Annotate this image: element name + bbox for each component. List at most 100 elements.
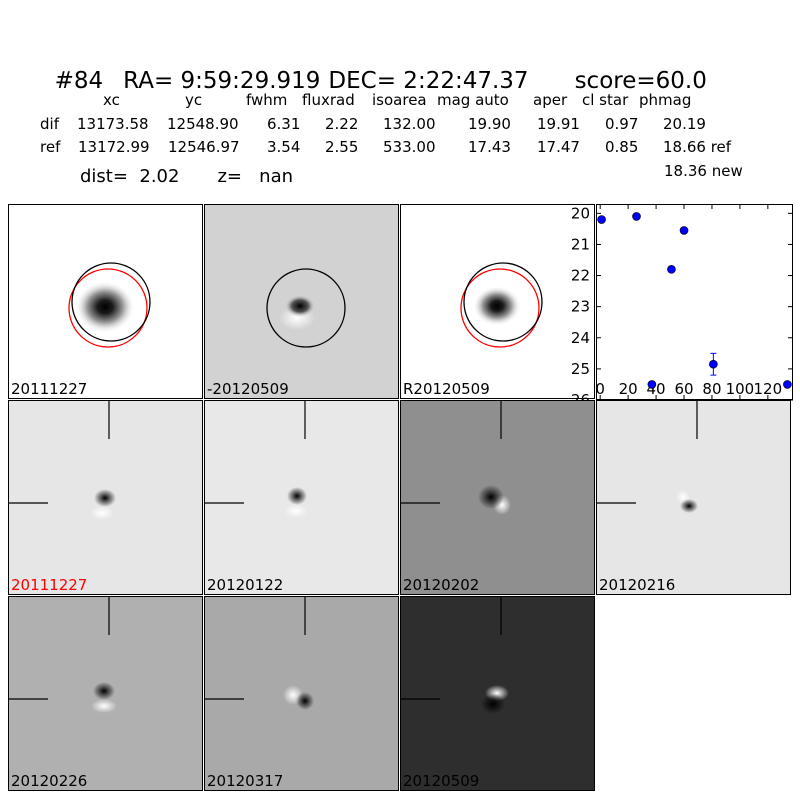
panel-date-label: 20120509: [403, 772, 480, 790]
positive-residual: [284, 504, 308, 518]
red-aperture-circle: [68, 268, 148, 348]
difference-image: [205, 205, 398, 398]
y-tick-label: 23: [571, 298, 590, 316]
col-header-aper: aper: [533, 91, 568, 109]
table-cell: 20.19: [663, 115, 706, 133]
table-cell: 2.55: [325, 138, 359, 156]
col-header-yc: yc: [185, 91, 203, 109]
negative-residual: [478, 485, 504, 509]
table-cell: 17.47: [537, 138, 580, 156]
y-tick-label: 22: [571, 267, 590, 285]
col-header-phmag: phmag: [639, 91, 692, 109]
panel-date-label: -20120509: [207, 380, 289, 398]
negative-residual: [285, 295, 315, 317]
dec-coordinate: DEC= 2:22:47.37: [328, 68, 529, 94]
black-aperture-circle: [71, 262, 151, 342]
col-header-isoarea: isoarea: [372, 91, 427, 109]
table-cell: 2.22: [325, 115, 359, 133]
panel-date-label: R20120509: [403, 380, 490, 398]
x-tick-label: 60: [674, 380, 693, 398]
panel-date-label: 20111227: [11, 380, 88, 398]
row-label-ref: ref: [40, 138, 61, 156]
table-cell: 12548.90: [167, 115, 239, 133]
difference-stamp: [9, 597, 202, 790]
difference-stamp: [205, 401, 398, 594]
panel-date-label: 20120216: [599, 576, 676, 594]
black-aperture-circle: [266, 268, 346, 348]
row-label-dif: dif: [40, 115, 59, 133]
stamp-panel: 20120226: [8, 596, 203, 791]
col-header-xc: xc: [103, 91, 120, 109]
dist-value: dist= 2.02: [80, 166, 180, 187]
score-value: score=60.0: [574, 68, 707, 94]
difference-stamp: [9, 401, 202, 594]
table-cell: 132.00: [383, 115, 436, 133]
y-tick-label: 20: [571, 204, 590, 222]
table-cell: 19.90: [468, 115, 511, 133]
negative-residual: [296, 692, 314, 710]
candidate-title: #84 RA= 9:59:29.919 DEC= 2:22:47.37 score=6…: [40, 42, 707, 94]
negative-residual: [287, 487, 307, 505]
dist-line: dist= 2.02 z= nan: [80, 166, 293, 187]
candidate-id: #84: [54, 68, 104, 94]
table-cell: 3.54: [267, 138, 301, 156]
table-cell: 6.31: [267, 115, 301, 133]
table-cell: 17.43: [468, 138, 511, 156]
table-cell: 19.91: [537, 115, 580, 133]
stamp-panel: 20120509: [400, 596, 595, 791]
negative-residual: [680, 499, 698, 513]
data-point: [647, 380, 657, 389]
x-tick-label: 0: [595, 380, 605, 398]
col-header-mag-auto: mag auto: [437, 91, 509, 109]
redshift-value: z= nan: [217, 166, 294, 187]
plot-frame: [596, 204, 793, 400]
difference-stamp: [597, 401, 790, 594]
col-header-fwhm: fwhm: [246, 91, 288, 109]
source-blob: [473, 286, 521, 326]
data-point: [667, 265, 676, 274]
table-cell: 13172.99: [78, 138, 150, 156]
data-point: [709, 359, 718, 369]
stamp-panel: 20120216: [596, 400, 791, 595]
data-point: [679, 226, 689, 235]
negative-residual: [93, 682, 115, 700]
reference-image-panel: 20111227: [8, 204, 203, 399]
stamp-panel: 20111227: [8, 400, 203, 595]
table-cell: 18.66 ref: [663, 138, 732, 156]
negative-residual: [481, 694, 505, 714]
difference-image-panel: -20120509: [204, 204, 399, 399]
table-cell: 12546.97: [168, 138, 240, 156]
table-cell: 533.00: [383, 138, 436, 156]
positive-residual: [91, 699, 117, 713]
y-tick-label: 24: [571, 329, 590, 347]
positive-residual: [90, 506, 114, 520]
panel-date-label: 20120202: [403, 576, 480, 594]
difference-stamp: [205, 597, 398, 790]
x-tick-label: 100: [726, 380, 755, 398]
source-blob: [75, 281, 135, 333]
reference-image: [9, 205, 202, 398]
light-curve-chart: 0 20 40 60 80 100 120 20 21 22 23 24 25 26: [571, 204, 793, 409]
difference-stamp: [401, 401, 594, 594]
rescaled-reference-image: [401, 205, 594, 398]
y-tick-label: 21: [571, 235, 590, 253]
stamp-panel: 20120202: [400, 400, 595, 595]
panel-date-label: 20120226: [11, 772, 88, 790]
data-point: [632, 212, 641, 221]
ra-coordinate: RA= 9:59:29.919: [123, 68, 321, 94]
negative-residual: [94, 489, 116, 507]
col-header-fluxrad: fluxrad: [302, 91, 355, 109]
x-tick-label: 20: [619, 380, 638, 398]
panel-date-label: 20111227: [11, 576, 88, 594]
y-tick-label: 25: [571, 360, 590, 378]
image-background: [597, 401, 790, 594]
table-cell: 13173.58: [77, 115, 149, 133]
data-point: [597, 215, 606, 224]
difference-stamp: [401, 597, 594, 790]
x-tick-label: 80: [702, 380, 721, 398]
stamp-panel: 20120317: [204, 596, 399, 791]
x-tick-label: 120: [754, 380, 783, 398]
data-point: [783, 380, 792, 389]
panel-date-label: 20120122: [207, 576, 284, 594]
red-aperture-circle: [460, 268, 540, 348]
